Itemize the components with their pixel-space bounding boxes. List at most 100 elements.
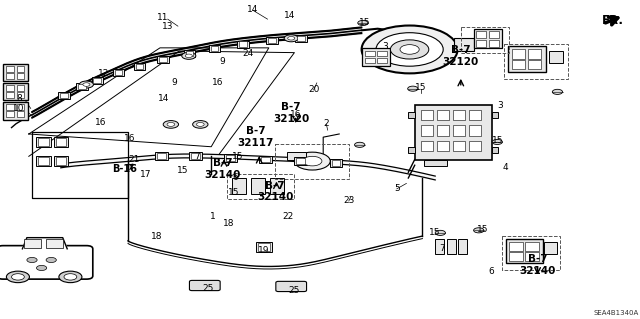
Bar — [56, 157, 66, 165]
Bar — [211, 46, 218, 51]
Text: 14: 14 — [284, 11, 295, 20]
Circle shape — [400, 45, 419, 54]
Bar — [17, 104, 24, 110]
Bar — [528, 60, 541, 69]
Text: 7: 7 — [195, 152, 200, 161]
Circle shape — [492, 139, 502, 145]
Bar — [453, 125, 465, 136]
Text: 15: 15 — [177, 166, 188, 175]
Bar — [437, 110, 449, 120]
Circle shape — [186, 54, 192, 58]
Text: 16: 16 — [95, 118, 106, 127]
Bar — [3, 102, 28, 120]
Circle shape — [284, 35, 298, 42]
Text: 18: 18 — [151, 232, 163, 241]
Bar — [365, 51, 374, 56]
Bar — [251, 178, 265, 194]
Bar — [237, 41, 249, 48]
Bar — [189, 152, 202, 160]
Text: 11: 11 — [157, 13, 169, 22]
Bar — [191, 153, 200, 159]
Bar — [6, 85, 14, 91]
Text: 25: 25 — [202, 284, 214, 293]
Bar — [365, 58, 374, 63]
Circle shape — [163, 121, 179, 128]
Bar — [17, 73, 24, 79]
Bar — [525, 252, 539, 261]
Bar — [415, 105, 492, 160]
Bar — [424, 160, 447, 166]
Bar — [469, 110, 481, 120]
Bar — [159, 57, 167, 62]
Circle shape — [196, 122, 204, 126]
Bar — [469, 125, 481, 136]
Bar — [294, 157, 307, 165]
Circle shape — [59, 271, 82, 283]
Bar — [184, 50, 195, 57]
Bar — [224, 154, 237, 162]
Bar — [453, 110, 465, 120]
Circle shape — [355, 142, 365, 147]
Circle shape — [376, 33, 444, 66]
Text: 2: 2 — [324, 119, 329, 128]
Bar — [17, 112, 24, 117]
Bar — [461, 27, 509, 53]
Bar — [92, 77, 103, 84]
Text: 1: 1 — [210, 212, 215, 221]
Text: 15: 15 — [359, 18, 371, 27]
Circle shape — [36, 265, 47, 271]
Bar — [226, 155, 235, 161]
Bar — [93, 78, 101, 83]
Bar — [549, 51, 563, 63]
Text: B-7
32120: B-7 32120 — [273, 102, 309, 124]
Bar — [227, 174, 294, 199]
Polygon shape — [22, 238, 67, 249]
Bar — [295, 35, 307, 42]
Bar — [115, 70, 122, 75]
Text: 15: 15 — [415, 83, 427, 92]
Bar — [408, 112, 415, 118]
Text: B-7
32140: B-7 32140 — [520, 254, 556, 276]
Bar — [437, 125, 449, 136]
Bar — [54, 156, 68, 166]
Text: 14: 14 — [247, 5, 259, 14]
Bar — [297, 36, 305, 41]
Bar — [525, 242, 539, 251]
Text: 3: 3 — [383, 42, 388, 51]
Text: B-7
32117: B-7 32117 — [238, 126, 274, 148]
Bar — [512, 60, 525, 69]
Text: 15: 15 — [492, 136, 504, 145]
Bar — [474, 29, 502, 48]
Bar — [259, 243, 271, 251]
Bar — [378, 51, 387, 56]
Text: 22: 22 — [282, 212, 294, 221]
Text: B-7
32140: B-7 32140 — [257, 181, 293, 202]
Bar — [256, 242, 273, 252]
Bar — [492, 147, 498, 153]
Text: 13: 13 — [162, 22, 173, 31]
Circle shape — [182, 52, 196, 59]
Bar — [3, 64, 28, 81]
Text: 16: 16 — [212, 78, 223, 87]
Bar — [6, 104, 14, 110]
Bar — [506, 239, 543, 263]
Bar — [6, 112, 14, 117]
Text: 24: 24 — [243, 49, 254, 58]
Bar — [38, 138, 49, 146]
Text: B-7
32140: B-7 32140 — [205, 158, 241, 180]
Circle shape — [390, 40, 429, 59]
Text: 16: 16 — [290, 110, 301, 119]
Bar — [17, 85, 24, 91]
Bar — [78, 84, 86, 89]
Bar — [508, 46, 546, 72]
Text: B-7
32120: B-7 32120 — [443, 45, 479, 67]
Bar — [296, 158, 305, 164]
Bar — [544, 242, 557, 254]
Bar — [492, 112, 498, 118]
Text: B-16: B-16 — [113, 164, 137, 174]
Circle shape — [6, 271, 29, 283]
Bar — [155, 152, 168, 160]
Text: 6: 6 — [489, 267, 494, 276]
Text: 25: 25 — [289, 286, 300, 295]
Bar — [476, 40, 486, 47]
